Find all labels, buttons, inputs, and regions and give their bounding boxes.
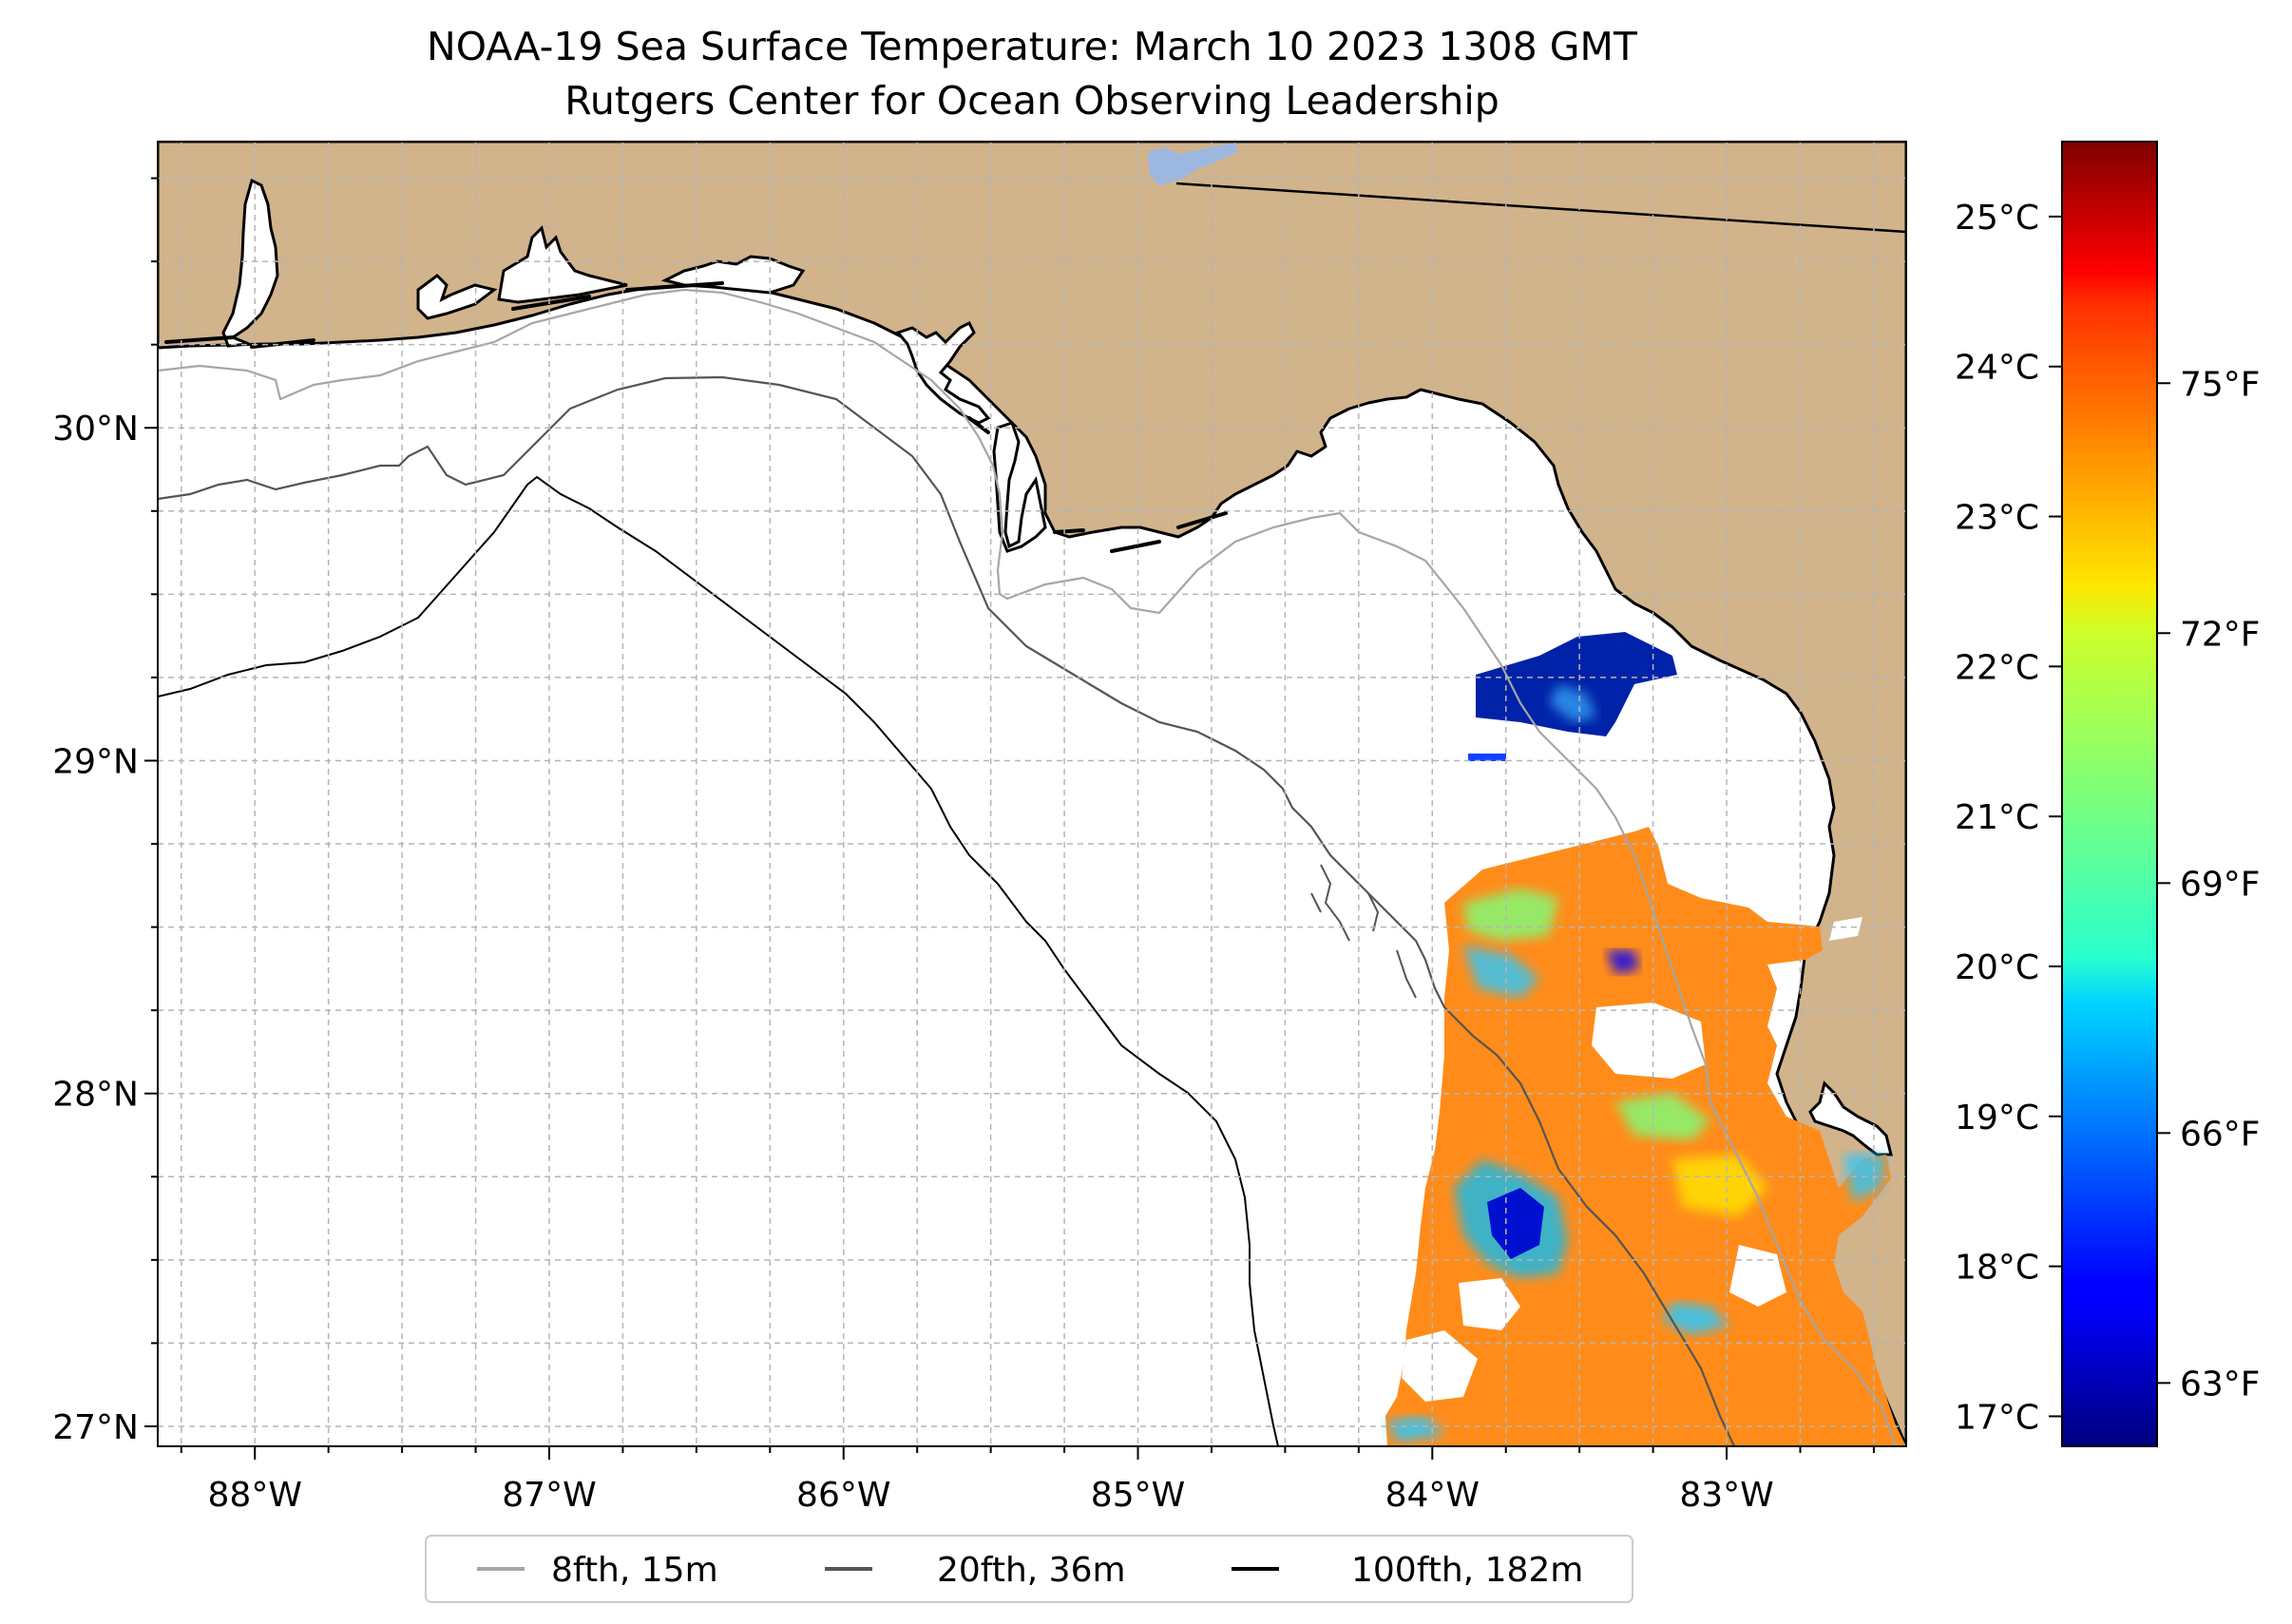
choctawhatchee-bay: [497, 225, 628, 304]
sst-swath-gap-1: [1592, 1003, 1706, 1079]
contour-100fth: [158, 475, 1279, 1446]
colorbar-celsius-label: 19°C: [1955, 1099, 2039, 1137]
sst-swath: [1385, 632, 1906, 1446]
lat-label: 28°N: [52, 1076, 139, 1115]
apalachicola-bay: [895, 320, 991, 425]
axis-ticks: [144, 177, 1875, 1460]
sst-swath-blue-2: [1606, 950, 1639, 974]
sst-swath-blue-core: [1487, 1188, 1544, 1259]
legend-label-100fth: 100fth, 182m: [1351, 1551, 1583, 1590]
lon-label: 83°W: [1679, 1476, 1773, 1515]
sst-swath-cyan-4: [1843, 1155, 1886, 1202]
legend-label-8fth: 8fth, 15m: [551, 1551, 718, 1590]
sst-swath-north-core: [1549, 684, 1596, 722]
legend: 8fth, 15m 20fth, 36m 100fth, 182m: [425, 1535, 1633, 1603]
lon-label: 87°W: [502, 1476, 596, 1515]
colorbar-fahrenheit-ticks: 63°F 66°F 69°F 72°F 75°F: [2157, 365, 2261, 1404]
sst-swath-speck: [1468, 754, 1506, 761]
map-frame: [157, 141, 1907, 1447]
title-line-2: Rutgers Center for Ocean Observing Leade…: [564, 78, 1499, 124]
lon-label: 86°W: [796, 1476, 890, 1515]
lon-label: 88°W: [208, 1476, 302, 1515]
map-area: [158, 142, 1906, 1446]
colorbar-celsius-label: 17°C: [1955, 1398, 2039, 1437]
sst-swath-cyan-2: [1663, 1302, 1729, 1335]
colorbar-fahrenheit-label: 75°F: [2180, 365, 2261, 404]
colorbar-celsius-label: 23°C: [1955, 499, 2039, 538]
colorbar-celsius-label: 22°C: [1955, 648, 2039, 687]
legend-box: [425, 1535, 1633, 1603]
contour-20fth-islands: [1310, 864, 1417, 999]
title-line-1: NOAA-19 Sea Surface Temperature: March 1…: [427, 24, 1638, 69]
colorbar-fahrenheit-label: 66°F: [2180, 1115, 2261, 1154]
sst-swath-cyan-1: [1463, 946, 1539, 998]
colorbar-fahrenheit-label: 69°F: [2180, 865, 2261, 904]
barrier-islands: [164, 281, 1228, 553]
colorbar: [2061, 141, 2158, 1447]
gridlines: [158, 142, 1906, 1446]
latitude-labels: 27°N 28°N 29°N 30°N: [52, 410, 139, 1447]
lon-label: 85°W: [1091, 1476, 1185, 1515]
colorbar-celsius-label: 18°C: [1955, 1249, 2039, 1288]
longitude-labels: 88°W 87°W 86°W 85°W 84°W 83°W: [208, 1476, 1774, 1515]
colorbar-celsius-label: 24°C: [1955, 349, 2039, 388]
sst-swath-cyan-3: [1387, 1416, 1444, 1442]
colorbar-fahrenheit-label: 63°F: [2180, 1365, 2261, 1404]
contour-20fth: [158, 375, 1735, 1446]
lon-label: 84°W: [1385, 1476, 1480, 1515]
colorbar-fahrenheit-label: 72°F: [2180, 615, 2261, 654]
sst-swath-green-2: [1615, 1093, 1710, 1140]
lake: [1148, 143, 1237, 185]
st-joseph-bay: [992, 421, 1047, 553]
sst-swath-gap-3: [1402, 1330, 1478, 1402]
contour-8fth: [158, 288, 1898, 1446]
colorbar-celsius-label: 21°C: [1955, 798, 2039, 837]
state-border: [1175, 182, 1906, 234]
pensacola-bay: [416, 274, 498, 320]
lat-label: 29°N: [52, 742, 139, 781]
colorbar-celsius-ticks: 17°C 18°C 19°C 20°C 21°C 22°C 23°C 24°C 25°C: [1955, 199, 2062, 1437]
sst-swath-gap-2: [1459, 1278, 1520, 1330]
legend-label-20fth: 20fth, 36m: [937, 1551, 1126, 1590]
sst-swath-gap-5: [1829, 917, 1862, 941]
colorbar-celsius-label: 20°C: [1955, 948, 2039, 987]
colorbar-celsius-label: 25°C: [1955, 199, 2039, 238]
lat-label: 27°N: [52, 1408, 139, 1447]
lat-label: 30°N: [52, 410, 139, 449]
